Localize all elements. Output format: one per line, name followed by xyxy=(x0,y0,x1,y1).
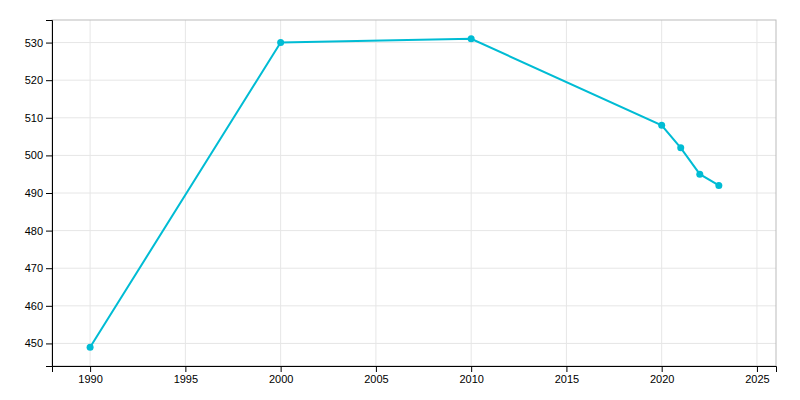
point xyxy=(87,344,94,351)
y-tick-label: 520 xyxy=(25,74,43,86)
y-tick-label: 490 xyxy=(25,187,43,199)
point xyxy=(277,39,284,46)
x-tick: 2020 xyxy=(650,366,674,385)
grid-line-y xyxy=(52,155,776,156)
y-tick-label: 530 xyxy=(25,37,43,49)
x-tick-label: 1995 xyxy=(174,373,198,385)
x-tick: 1990 xyxy=(78,366,102,385)
y-tick-label: 450 xyxy=(25,337,43,349)
x-tick: 2015 xyxy=(555,366,579,385)
y-tick-label: 500 xyxy=(25,149,43,161)
x-tick: 2005 xyxy=(364,366,388,385)
x-tick-mark xyxy=(185,366,186,372)
grid-line-y xyxy=(52,230,776,231)
y-tick-mark xyxy=(46,43,52,44)
point xyxy=(677,144,684,151)
point xyxy=(715,182,722,189)
x-tick: 2000 xyxy=(269,366,293,385)
x-tick: 2010 xyxy=(459,366,483,385)
grid xyxy=(52,20,776,366)
y-tick-mark xyxy=(46,193,52,194)
y-tick-mark xyxy=(46,155,52,156)
grid-line-y xyxy=(52,305,776,306)
grid-line-y xyxy=(52,343,776,344)
chart: 1990 1995 2000 2005 2010 2015 2020 2025 450 460 47… xyxy=(0,0,800,400)
point xyxy=(468,35,475,42)
y-tick-mark xyxy=(46,118,52,119)
x-tick-label: 2010 xyxy=(459,373,483,385)
grid-line-y xyxy=(52,193,776,194)
y-tick: 490 xyxy=(25,187,52,199)
x-axis: 1990 1995 2000 2005 2010 2015 2020 2025 xyxy=(53,366,777,385)
y-tick: 510 xyxy=(25,112,52,124)
line xyxy=(90,39,719,347)
x-tick-mark xyxy=(662,366,663,372)
y-tick: 450 xyxy=(25,337,52,349)
x-tick-label: 2015 xyxy=(555,373,579,385)
x-tick: 2025 xyxy=(745,366,769,385)
y-tick: 520 xyxy=(25,74,52,86)
y-tick-label: 460 xyxy=(25,300,43,312)
y-tick-mark xyxy=(46,306,52,307)
series xyxy=(87,35,723,350)
grid-line-y xyxy=(52,268,776,269)
grid-line-y xyxy=(52,80,776,81)
y-tick-label: 510 xyxy=(25,112,43,124)
y-tick-label: 480 xyxy=(25,225,43,237)
y-tick-mark xyxy=(46,343,52,344)
y-tick-mark xyxy=(46,231,52,232)
x-tick-label: 2005 xyxy=(364,373,388,385)
x-tick-label: 2025 xyxy=(745,373,769,385)
y-axis: 450 460 470 480 490 500 510 520 530 xyxy=(25,21,53,367)
plot: 1990 1995 2000 2005 2010 2015 2020 2025 450 460 47… xyxy=(25,20,777,385)
x-tick-mark xyxy=(281,366,282,372)
y-tick: 470 xyxy=(25,262,52,274)
plot-frame xyxy=(52,20,776,366)
point xyxy=(658,122,665,129)
y-tick: 460 xyxy=(25,300,52,312)
x-axis-line xyxy=(53,367,777,373)
y-tick-mark xyxy=(46,268,52,269)
x-tick-mark xyxy=(90,366,91,372)
x-tick-mark xyxy=(566,366,567,372)
y-tick-label: 470 xyxy=(25,262,43,274)
grid-line-y xyxy=(52,42,776,43)
grid-line-y xyxy=(52,117,776,118)
x-tick-label: 2020 xyxy=(650,373,674,385)
x-tick-label: 2000 xyxy=(269,373,293,385)
y-axis-line xyxy=(46,21,53,367)
x-tick-mark xyxy=(757,366,758,372)
y-tick: 530 xyxy=(25,37,52,49)
x-tick-label: 1990 xyxy=(78,373,102,385)
x-tick-mark xyxy=(376,366,377,372)
x-tick: 1995 xyxy=(174,366,198,385)
y-tick: 500 xyxy=(25,149,52,161)
point xyxy=(696,171,703,178)
y-tick-mark xyxy=(46,80,52,81)
y-tick: 480 xyxy=(25,225,52,237)
x-tick-mark xyxy=(471,366,472,372)
